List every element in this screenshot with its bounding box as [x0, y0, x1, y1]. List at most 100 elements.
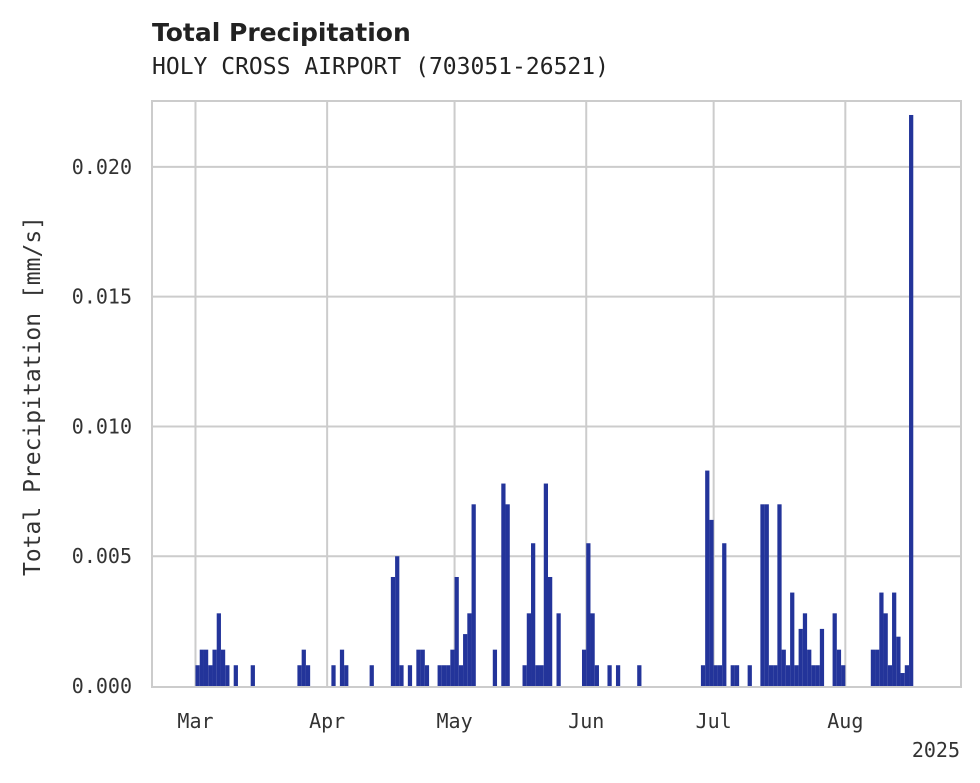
- precip-bar: [416, 649, 421, 686]
- y-axis-label: Total Precipitation [mm/s]: [20, 216, 46, 576]
- precip-bar: [548, 576, 553, 686]
- precip-bar: [225, 665, 230, 686]
- precip-bar: [760, 504, 765, 686]
- precip-bar: [399, 665, 404, 686]
- precip-bar: [458, 665, 464, 686]
- chart-subtitle: HOLY CROSS AIRPORT (703051-26521): [152, 54, 609, 80]
- precip-bar: [539, 665, 544, 686]
- x-tick-label: Jul: [696, 709, 732, 733]
- precip-bar: [637, 665, 642, 686]
- precip-bar: [501, 483, 506, 686]
- precip-bar: [896, 636, 901, 686]
- x-tick-label: Mar: [177, 709, 213, 733]
- precip-bar: [879, 592, 884, 686]
- precip-bar: [768, 665, 774, 686]
- x-tick-label: Aug: [827, 709, 863, 733]
- precip-bar: [773, 665, 778, 686]
- precip-bar: [764, 504, 769, 686]
- precip-bar: [892, 592, 897, 686]
- precip-bar: [900, 673, 905, 686]
- precip-bar: [233, 665, 238, 686]
- precip-bar: [543, 483, 549, 686]
- bar-series: [195, 114, 914, 686]
- precip-bar: [705, 470, 710, 686]
- precip-bar: [522, 665, 527, 686]
- precip-bar: [446, 665, 451, 686]
- precip-bar: [870, 649, 876, 686]
- precip-bar: [407, 665, 413, 686]
- precip-bar: [297, 665, 302, 686]
- precip-bar: [590, 613, 595, 686]
- precip-bar: [492, 649, 498, 686]
- precip-bar: [556, 613, 561, 686]
- precip-bar: [781, 649, 786, 686]
- precip-bar: [531, 543, 536, 686]
- precip-bar: [390, 576, 396, 686]
- precip-bar: [467, 613, 472, 686]
- precip-bar: [220, 649, 226, 686]
- precip-bar: [203, 649, 209, 686]
- precip-bar: [369, 665, 374, 686]
- y-tick-label: 0.000: [72, 674, 132, 698]
- precip-bar: [747, 665, 752, 686]
- precip-bar: [713, 665, 718, 686]
- precip-bar: [802, 613, 808, 686]
- precip-bar: [904, 665, 910, 686]
- precip-bar: [790, 592, 795, 686]
- x-axis-ticks: Mar Apr May Jun Jul Aug: [177, 709, 863, 733]
- y-axis-ticks: 0.000 0.005 0.010 0.015 0.020: [72, 155, 132, 698]
- y-tick-label: 0.005: [72, 544, 132, 568]
- precip-bar: [471, 504, 476, 686]
- x-axis-year-label: 2025: [912, 738, 960, 762]
- precip-bar: [208, 665, 213, 686]
- precip-bar: [301, 649, 306, 686]
- precip-bar: [815, 665, 820, 686]
- precip-bar: [875, 649, 880, 686]
- precip-bar: [794, 665, 799, 686]
- precip-bar: [832, 613, 837, 686]
- precip-bar: [250, 665, 255, 686]
- precip-bar: [798, 628, 803, 686]
- precip-bar: [615, 665, 621, 686]
- precip-bar: [734, 665, 740, 686]
- precip-bar: [807, 649, 812, 686]
- precip-bar: [811, 665, 816, 686]
- chart-title: Total Precipitation: [152, 18, 411, 47]
- precip-bar: [463, 634, 468, 686]
- precip-bar: [785, 665, 791, 686]
- x-tick-label: Jun: [568, 709, 604, 733]
- plot-frame: [151, 100, 962, 688]
- precip-bar: [909, 114, 914, 686]
- precip-bar: [700, 665, 706, 686]
- precip-bar: [505, 504, 510, 686]
- precip-bar: [216, 613, 221, 686]
- precip-bar: [586, 543, 591, 686]
- precip-bar: [887, 665, 893, 686]
- y-tick-label: 0.015: [72, 285, 132, 309]
- precip-bar: [195, 665, 200, 686]
- precip-bar: [344, 665, 349, 686]
- precip-bar: [717, 665, 723, 686]
- precip-bar: [777, 504, 782, 686]
- precip-bar: [709, 519, 714, 686]
- precip-bar: [339, 649, 345, 686]
- precip-bar: [836, 649, 842, 686]
- precip-bar: [212, 649, 217, 686]
- x-tick-label: Apr: [309, 709, 345, 733]
- precip-bar: [454, 576, 459, 686]
- precip-bar: [331, 665, 336, 686]
- precip-bar: [305, 665, 311, 686]
- precip-bar: [883, 613, 888, 686]
- precip-bar: [722, 543, 727, 686]
- precip-bar: [199, 649, 204, 686]
- y-tick-label: 0.010: [72, 414, 132, 438]
- precip-bar: [441, 665, 447, 686]
- grid-lines: [153, 102, 960, 686]
- precip-bar: [841, 665, 846, 686]
- precip-bar: [450, 649, 455, 686]
- precip-bar: [730, 665, 735, 686]
- precip-bar: [437, 665, 442, 686]
- precip-bar: [526, 613, 532, 686]
- precip-bar: [607, 665, 612, 686]
